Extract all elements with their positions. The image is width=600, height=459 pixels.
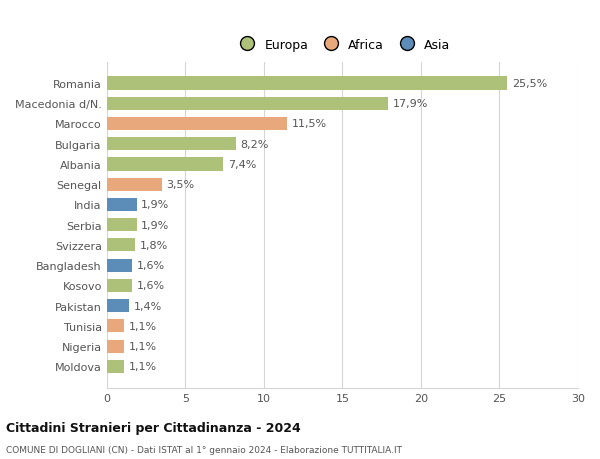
Text: 1,1%: 1,1% xyxy=(129,362,157,371)
Legend: Europa, Africa, Asia: Europa, Africa, Asia xyxy=(232,36,453,54)
Text: 1,9%: 1,9% xyxy=(141,220,170,230)
Bar xyxy=(107,239,135,252)
Bar xyxy=(107,97,388,111)
Text: Cittadini Stranieri per Cittadinanza - 2024: Cittadini Stranieri per Cittadinanza - 2… xyxy=(6,421,301,434)
Text: 17,9%: 17,9% xyxy=(392,99,428,109)
Text: 3,5%: 3,5% xyxy=(166,180,194,190)
Bar xyxy=(107,319,124,333)
Text: 1,8%: 1,8% xyxy=(140,241,168,250)
Bar xyxy=(107,138,236,151)
Text: 1,6%: 1,6% xyxy=(137,261,165,270)
Text: 1,1%: 1,1% xyxy=(129,341,157,351)
Bar xyxy=(107,118,287,131)
Text: 1,6%: 1,6% xyxy=(137,281,165,291)
Text: 7,4%: 7,4% xyxy=(227,160,256,169)
Text: 1,9%: 1,9% xyxy=(141,200,170,210)
Bar xyxy=(107,340,124,353)
Bar xyxy=(107,360,124,373)
Text: COMUNE DI DOGLIANI (CN) - Dati ISTAT al 1° gennaio 2024 - Elaborazione TUTTITALI: COMUNE DI DOGLIANI (CN) - Dati ISTAT al … xyxy=(6,445,402,454)
Bar xyxy=(107,198,137,212)
Text: 8,2%: 8,2% xyxy=(240,140,269,149)
Bar xyxy=(107,259,132,272)
Bar xyxy=(107,279,132,292)
Bar xyxy=(107,299,129,313)
Text: 11,5%: 11,5% xyxy=(292,119,327,129)
Bar xyxy=(107,77,508,90)
Bar xyxy=(107,178,162,191)
Text: 25,5%: 25,5% xyxy=(512,79,547,89)
Bar xyxy=(107,218,137,232)
Bar xyxy=(107,158,223,171)
Text: 1,4%: 1,4% xyxy=(133,301,161,311)
Text: 1,1%: 1,1% xyxy=(129,321,157,331)
